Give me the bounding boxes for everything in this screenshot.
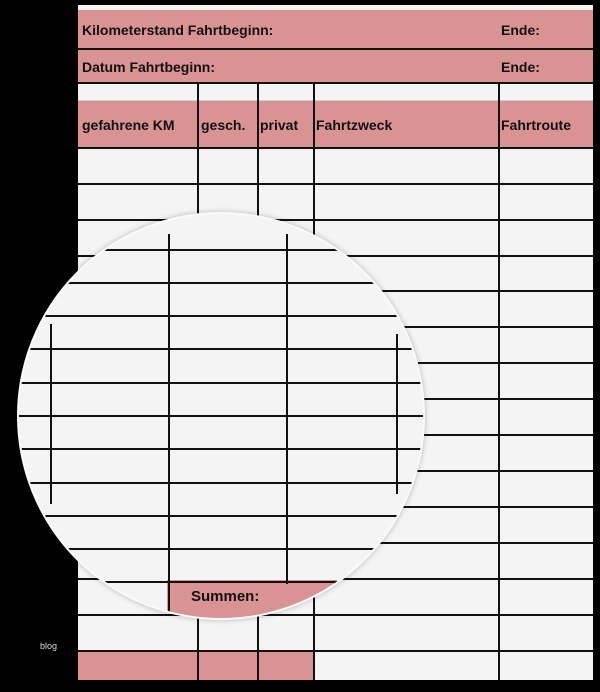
km-row: Kilometerstand Fahrtbeginn: Ende:: [78, 10, 593, 48]
column-header-row: gefahrene KM gesch. privat Fahrtzweck Fa…: [78, 101, 593, 147]
watermark: blog: [40, 641, 58, 651]
date-row: Datum Fahrtbeginn: Ende:: [78, 50, 593, 83]
date-end-label: Ende:: [501, 59, 540, 75]
sum-row: [78, 650, 313, 680]
magnifier-lens: Summen:: [17, 212, 425, 620]
row-line: [78, 650, 593, 652]
row-line: [78, 100, 593, 101]
row-line: [78, 147, 593, 149]
col-gesch: gesch.: [201, 117, 246, 133]
row-line: [78, 219, 593, 221]
col-gefahrene-km: gefahrene KM: [82, 117, 175, 133]
row-line: [78, 183, 593, 185]
sum-label: Summen:: [191, 588, 260, 605]
col-fahrtzweck: Fahrtzweck: [316, 117, 393, 133]
date-start-label: Datum Fahrtbeginn:: [82, 59, 215, 75]
magnified-grid: [19, 234, 423, 618]
col-privat: privat: [260, 117, 299, 133]
km-start-label: Kilometerstand Fahrtbeginn:: [82, 22, 274, 38]
column-line: [498, 83, 500, 680]
col-fahrtroute: Fahrtroute: [501, 117, 571, 133]
magnified-sum-cell: [167, 580, 337, 618]
km-end-label: Ende:: [501, 22, 540, 38]
